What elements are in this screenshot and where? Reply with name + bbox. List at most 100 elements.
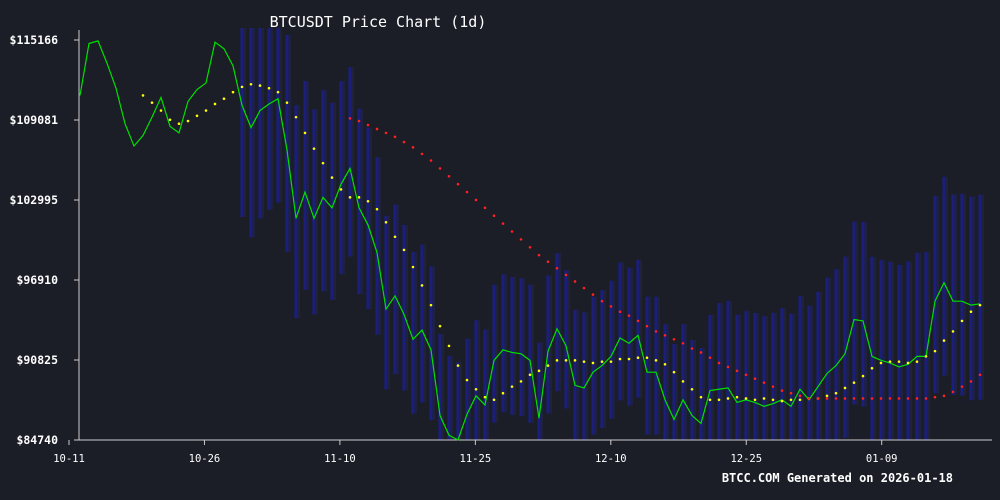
ma_short-point (168, 118, 172, 122)
ma_short-point (564, 359, 568, 362)
ma_short-point (663, 362, 667, 366)
ma_long-point (681, 341, 685, 345)
ma_long-point (690, 347, 694, 350)
ma_long-point (429, 159, 433, 162)
ma_long-point (645, 324, 649, 328)
ma_short-point (537, 369, 541, 373)
ma_long-point (825, 397, 829, 400)
ma_short-point (204, 109, 208, 112)
ma_long-point (492, 214, 496, 218)
ma_short-point (897, 360, 901, 363)
ma_long-point (699, 351, 703, 354)
ma_short-point (420, 284, 424, 287)
ma_short-point (591, 361, 595, 365)
ma_short-point (303, 131, 307, 135)
ma_short-point (825, 394, 829, 398)
ma_long-point (501, 222, 505, 225)
ma_short-point (870, 366, 874, 370)
ma_short-point (780, 399, 784, 403)
ma_short-point (861, 374, 865, 378)
ma_long-point (744, 373, 748, 377)
ma_long-point (366, 123, 370, 127)
ma_short-point (438, 324, 442, 328)
ma_short-point (240, 85, 244, 89)
ma_short-point (762, 397, 766, 400)
ma_long-point (771, 385, 775, 388)
ma_short-point (951, 330, 955, 333)
ma_long-point (573, 280, 577, 283)
ma_short-point (555, 359, 559, 362)
ma_short-point (294, 115, 298, 119)
ma_short-point (888, 360, 892, 363)
ma_long-point (519, 238, 523, 241)
ma_long-point (555, 267, 559, 270)
ma_short-point (879, 361, 883, 365)
ma_short-point (744, 397, 748, 400)
ma_long-point (618, 310, 622, 313)
ma_short-point (924, 355, 928, 358)
x-tick-label: 12-25 (730, 453, 762, 465)
y-tick-label: $102995 (10, 193, 59, 207)
ma_short-point (411, 265, 415, 269)
ma_long-point (897, 397, 901, 400)
ma_short-point (609, 360, 613, 363)
ma_long-point (375, 127, 379, 131)
ma_long-point (843, 397, 847, 400)
ma_short-point (141, 94, 145, 97)
ma_short-point (276, 90, 280, 94)
ma_short-point (186, 119, 190, 123)
ma_short-point (249, 82, 253, 86)
volatility-band (240, 28, 984, 440)
ma_short-point (708, 398, 712, 402)
ma_short-point (699, 395, 703, 399)
ma_long-point (537, 253, 541, 257)
ma_short-point (627, 357, 631, 361)
ma_short-point (735, 395, 739, 399)
ma_long-point (348, 117, 352, 120)
ma_short-point (852, 381, 856, 384)
ma_short-point (384, 220, 388, 224)
ma_long-point (357, 119, 361, 123)
ma_short-point (753, 398, 757, 402)
ma_long-point (915, 397, 919, 400)
ma_short-point (465, 378, 469, 382)
ma_short-point (258, 84, 262, 87)
x-tick-label: 11-10 (324, 453, 356, 465)
ma_long-point (420, 152, 424, 156)
ma_short-point (690, 387, 694, 391)
ma_short-point (510, 385, 514, 388)
ma_long-point (411, 146, 415, 149)
ma_short-point (915, 360, 919, 363)
ma_long-point (969, 380, 973, 383)
ma_short-point (429, 303, 433, 307)
y-tick-label: $96910 (16, 273, 58, 287)
ma_long-point (852, 397, 856, 400)
y-tick-label: $115166 (10, 33, 59, 47)
ma_long-point (663, 334, 667, 337)
ma_short-point (636, 356, 640, 360)
x-tick-label: 12-10 (595, 453, 627, 465)
ma_short-point (393, 235, 397, 239)
ma_long-point (564, 273, 568, 277)
ma_long-point (807, 397, 811, 400)
ma_short-point (456, 364, 460, 367)
ma_long-point (654, 330, 658, 333)
ma_short-point (447, 344, 451, 348)
ma_short-point (231, 90, 235, 94)
ma_long-point (591, 293, 595, 296)
ma_short-point (645, 356, 649, 360)
ma_short-point (339, 188, 343, 191)
ma_short-point (573, 359, 577, 362)
ma_short-point (519, 380, 523, 383)
ma_short-point (942, 339, 946, 342)
ma_long-point (456, 182, 460, 186)
ma_long-point (483, 206, 487, 210)
y-tick-label: $90825 (16, 353, 58, 367)
ma_long-point (789, 391, 793, 395)
ma_short-point (681, 380, 685, 383)
ma_long-point (951, 390, 955, 394)
ma_short-point (834, 391, 838, 395)
ma_long-point (861, 397, 865, 400)
ma_short-point (492, 398, 496, 402)
ma_long-point (879, 397, 883, 400)
